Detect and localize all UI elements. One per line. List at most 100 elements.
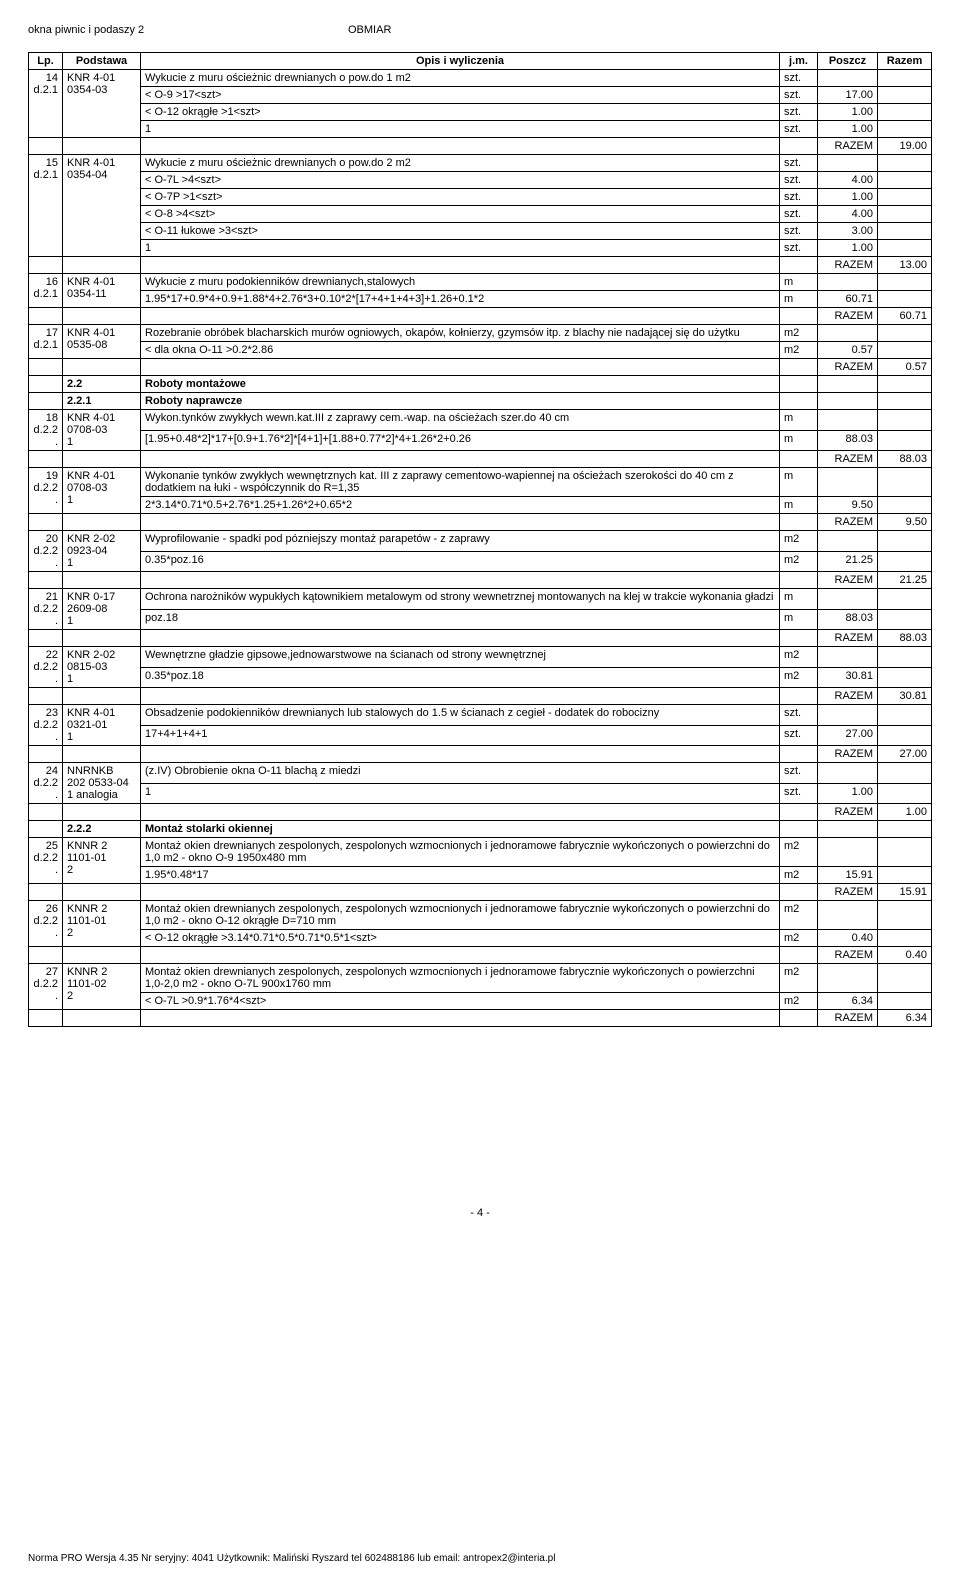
opis-cell: Rozebranie obróbek blacharskich murów og… xyxy=(141,325,780,342)
jm-cell: m2 xyxy=(780,325,818,342)
calc-value: 88.03 xyxy=(818,430,878,451)
lp-cell: 26d.2.2. xyxy=(29,901,63,947)
section-title: Montaż stolarki okiennej xyxy=(141,821,780,838)
razem-label: RAZEM xyxy=(818,688,878,705)
podstawa-cell: KNR 4-010535-08 xyxy=(63,325,141,359)
calc-value: 1.00 xyxy=(818,240,878,257)
col-jm: j.m. xyxy=(780,53,818,70)
calc-row: 1szt.1.00 xyxy=(29,121,932,138)
opis-cell: Montaż okien drewnianych zespolonych, ze… xyxy=(141,838,780,867)
calc-row: < O-12 okrągłe >1<szt>szt.1.00 xyxy=(29,104,932,121)
item-row: 26d.2.2.KNNR 21101-012Montaż okien drewn… xyxy=(29,901,932,930)
lp-cell: 20d.2.2. xyxy=(29,531,63,572)
calc-value: 3.00 xyxy=(818,223,878,240)
calc-row: 0.35*poz.18m230.81 xyxy=(29,667,932,688)
calc-jm: m2 xyxy=(780,667,818,688)
calc-jm: szt. xyxy=(780,223,818,240)
calc-expr: 1 xyxy=(141,240,780,257)
section-number: 2.2.1 xyxy=(63,393,141,410)
calc-value: 1.00 xyxy=(818,189,878,206)
item-row: 19d.2.2.KNR 4-010708-031Wykonanie tynków… xyxy=(29,468,932,497)
opis-cell: Wykucie z muru podokienników drewnianych… xyxy=(141,274,780,291)
razem-label: RAZEM xyxy=(818,746,878,763)
item-row: 27d.2.2.KNNR 21101-022Montaż okien drewn… xyxy=(29,964,932,993)
razem-row: RAZEM0.57 xyxy=(29,359,932,376)
calc-row: 2*3.14*0.71*0.5+2.76*1.25+1.26*2+0.65*2m… xyxy=(29,497,932,514)
podstawa-cell: NNRNKB202 0533-041 analogia xyxy=(63,763,141,804)
section-row: 2.2.1Roboty naprawcze xyxy=(29,393,932,410)
calc-expr: 1 xyxy=(141,783,780,804)
lp-cell: 25d.2.2. xyxy=(29,838,63,884)
podstawa-cell: KNR 4-010354-04 xyxy=(63,155,141,257)
opis-cell: Wyprofilowanie - spadki pod pózniejszy m… xyxy=(141,531,780,552)
razem-label: RAZEM xyxy=(818,804,878,821)
calc-jm: szt. xyxy=(780,240,818,257)
jm-cell: m2 xyxy=(780,964,818,993)
calc-value: 15.91 xyxy=(818,867,878,884)
calc-row: [1.95+0.48*2]*17+[0.9+1.76*2]*[4+1]+[1.8… xyxy=(29,430,932,451)
calc-expr: 1.95*17+0.9*4+0.9+1.88*4+2.76*3+0.10*2*[… xyxy=(141,291,780,308)
jm-cell: szt. xyxy=(780,155,818,172)
item-row: 20d.2.2.KNR 2-020923-041Wyprofilowanie -… xyxy=(29,531,932,552)
calc-value: 1.00 xyxy=(818,104,878,121)
calc-expr: < dla okna O-11 >0.2*2.86 xyxy=(141,342,780,359)
razem-label: RAZEM xyxy=(818,451,878,468)
razem-value: 9.50 xyxy=(878,514,932,531)
item-row: 23d.2.2.KNR 4-010321-011Obsadzenie podok… xyxy=(29,705,932,726)
item-row: 14d.2.1KNR 4-010354-03Wykucie z muru ośc… xyxy=(29,70,932,87)
calc-row: 17+4+1+4+1szt.27.00 xyxy=(29,725,932,746)
calc-expr: poz.18 xyxy=(141,609,780,630)
section-title: Roboty montażowe xyxy=(141,376,780,393)
podstawa-cell: KNR 2-020923-041 xyxy=(63,531,141,572)
lp-cell: 18d.2.2. xyxy=(29,410,63,451)
calc-jm: szt. xyxy=(780,206,818,223)
razem-row: RAZEM88.03 xyxy=(29,451,932,468)
razem-label: RAZEM xyxy=(818,630,878,647)
calc-row: < O-7L >0.9*1.76*4<szt>m26.34 xyxy=(29,993,932,1010)
calc-row: 1.95*0.48*17m215.91 xyxy=(29,867,932,884)
razem-row: RAZEM6.34 xyxy=(29,1010,932,1027)
item-row: 21d.2.2.KNR 0-172609-081Ochrona narożnik… xyxy=(29,589,932,610)
calc-jm: m2 xyxy=(780,551,818,572)
jm-cell: m xyxy=(780,589,818,610)
lp-cell: 21d.2.2. xyxy=(29,589,63,630)
calc-jm: m xyxy=(780,430,818,451)
lp-cell: 22d.2.2. xyxy=(29,647,63,688)
calc-expr: < O-8 >4<szt> xyxy=(141,206,780,223)
doc-header-mid: OBMIAR xyxy=(348,24,391,36)
jm-cell: szt. xyxy=(780,705,818,726)
item-row: 17d.2.1KNR 4-010535-08Rozebranie obróbek… xyxy=(29,325,932,342)
calc-row: 1szt.1.00 xyxy=(29,240,932,257)
calc-jm: m2 xyxy=(780,342,818,359)
obmiar-table: Lp. Podstawa Opis i wyliczenia j.m. Posz… xyxy=(28,52,932,1027)
calc-jm: m xyxy=(780,609,818,630)
lp-cell: 17d.2.1 xyxy=(29,325,63,359)
calc-row: < O-12 okrągłe >3.14*0.71*0.5*0.71*0.5*1… xyxy=(29,930,932,947)
razem-value: 88.03 xyxy=(878,451,932,468)
calc-expr: < O-9 >17<szt> xyxy=(141,87,780,104)
podstawa-cell: KNNR 21101-022 xyxy=(63,964,141,1010)
section-title: Roboty naprawcze xyxy=(141,393,780,410)
calc-value: 9.50 xyxy=(818,497,878,514)
page-number: - 4 - xyxy=(28,1207,932,1219)
calc-jm: m2 xyxy=(780,930,818,947)
podstawa-cell: KNR 4-010321-011 xyxy=(63,705,141,746)
razem-label: RAZEM xyxy=(818,514,878,531)
jm-cell: szt. xyxy=(780,763,818,784)
podstawa-cell: KNR 4-010354-11 xyxy=(63,274,141,308)
calc-value: 4.00 xyxy=(818,206,878,223)
calc-jm: m xyxy=(780,291,818,308)
calc-row: < O-9 >17<szt>szt.17.00 xyxy=(29,87,932,104)
calc-jm: szt. xyxy=(780,121,818,138)
item-row: 15d.2.1KNR 4-010354-04Wykucie z muru ośc… xyxy=(29,155,932,172)
calc-row: 0.35*poz.16m221.25 xyxy=(29,551,932,572)
calc-row: poz.18m88.03 xyxy=(29,609,932,630)
razem-value: 0.57 xyxy=(878,359,932,376)
calc-row: < O-11 łukowe >3<szt>szt.3.00 xyxy=(29,223,932,240)
table-header-row: Lp. Podstawa Opis i wyliczenia j.m. Posz… xyxy=(29,53,932,70)
col-opis: Opis i wyliczenia xyxy=(141,53,780,70)
calc-row: < O-7P >1<szt>szt.1.00 xyxy=(29,189,932,206)
calc-row: 1.95*17+0.9*4+0.9+1.88*4+2.76*3+0.10*2*[… xyxy=(29,291,932,308)
calc-jm: szt. xyxy=(780,725,818,746)
podstawa-cell: KNR 0-172609-081 xyxy=(63,589,141,630)
